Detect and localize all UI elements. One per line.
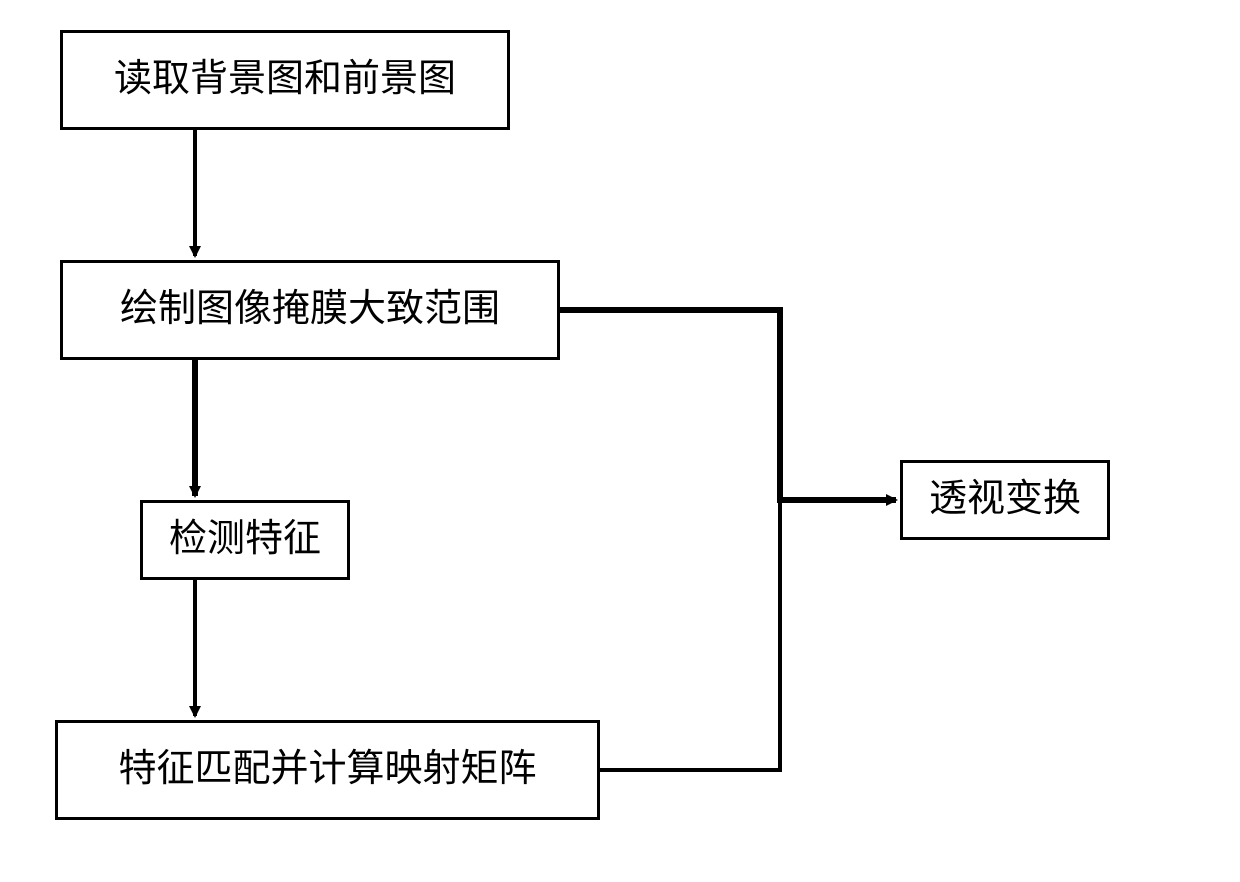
- flowchart-edges: [0, 0, 1240, 882]
- edge-n4-merge: [600, 500, 780, 770]
- edge-n2-n5: [560, 310, 896, 500]
